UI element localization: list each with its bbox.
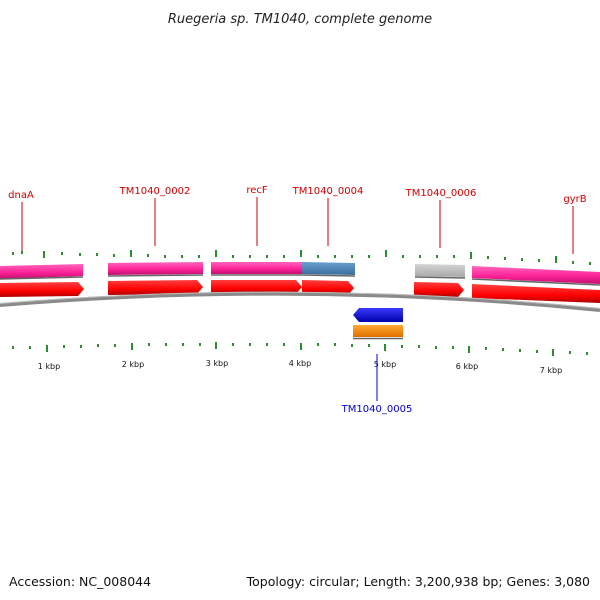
gene-label[interactable]: TM1040_0002 — [119, 186, 191, 197]
gene-label[interactable]: dnaA — [8, 190, 34, 201]
accession-text: Accession: NC_008044 — [9, 574, 151, 589]
scale-label: 5 kbp — [374, 360, 396, 369]
cds-tm1040-0002[interactable] — [108, 280, 203, 295]
topology-text: Topology: circular; Length: 3,200,938 bp… — [246, 574, 590, 589]
scale-label: 6 kbp — [456, 362, 478, 371]
gene-label[interactable]: gyrB — [563, 194, 586, 205]
cds-recF[interactable] — [211, 280, 302, 294]
reverse-cds-track — [353, 308, 403, 340]
gene-label[interactable]: TM1040_0005 — [341, 404, 413, 415]
cds-dnaA[interactable] — [0, 282, 84, 297]
scale-labels: 1 kbp 2 kbp 3 kbp 4 kbp 5 kbp 6 kbp 7 kb… — [38, 359, 562, 375]
scale-label: 2 kbp — [122, 360, 144, 369]
gene-tm1040-0006[interactable] — [415, 264, 465, 277]
genome-backbone — [0, 291, 600, 312]
gene-tm1040-0004[interactable] — [302, 262, 355, 275]
scale-label: 3 kbp — [206, 359, 228, 368]
gene-tm1040-0005[interactable] — [353, 325, 403, 337]
top-ticks — [12, 250, 591, 265]
cds-tm1040-0005[interactable] — [353, 308, 403, 322]
bottom-ticks — [12, 342, 588, 356]
gene-label[interactable]: TM1040_0006 — [405, 188, 477, 199]
forward-cds-track — [0, 280, 600, 303]
gene-dnaA[interactable] — [0, 264, 83, 279]
gene-recF[interactable] — [211, 262, 302, 274]
gene-label[interactable]: recF — [246, 185, 268, 196]
scale-label: 7 kbp — [540, 366, 562, 375]
map-title: Ruegeria sp. TM1040, complete genome — [168, 12, 432, 27]
gene-track — [0, 262, 600, 286]
gene-label[interactable]: TM1040_0004 — [292, 186, 364, 197]
gene-tm1040-0002[interactable] — [108, 262, 203, 275]
scale-label: 1 kbp — [38, 362, 60, 371]
cds-tm1040-0004[interactable] — [302, 280, 354, 295]
gene-labels-above: dnaA TM1040_0002 recF TM1040_0004 TM1040… — [8, 185, 587, 254]
cds-tm1040-0006[interactable] — [414, 282, 464, 297]
gene-gyrB[interactable] — [472, 266, 600, 284]
scale-label: 4 kbp — [289, 359, 311, 368]
gene-labels-below: TM1040_0005 — [341, 354, 413, 415]
cds-gyrB[interactable] — [472, 284, 600, 303]
